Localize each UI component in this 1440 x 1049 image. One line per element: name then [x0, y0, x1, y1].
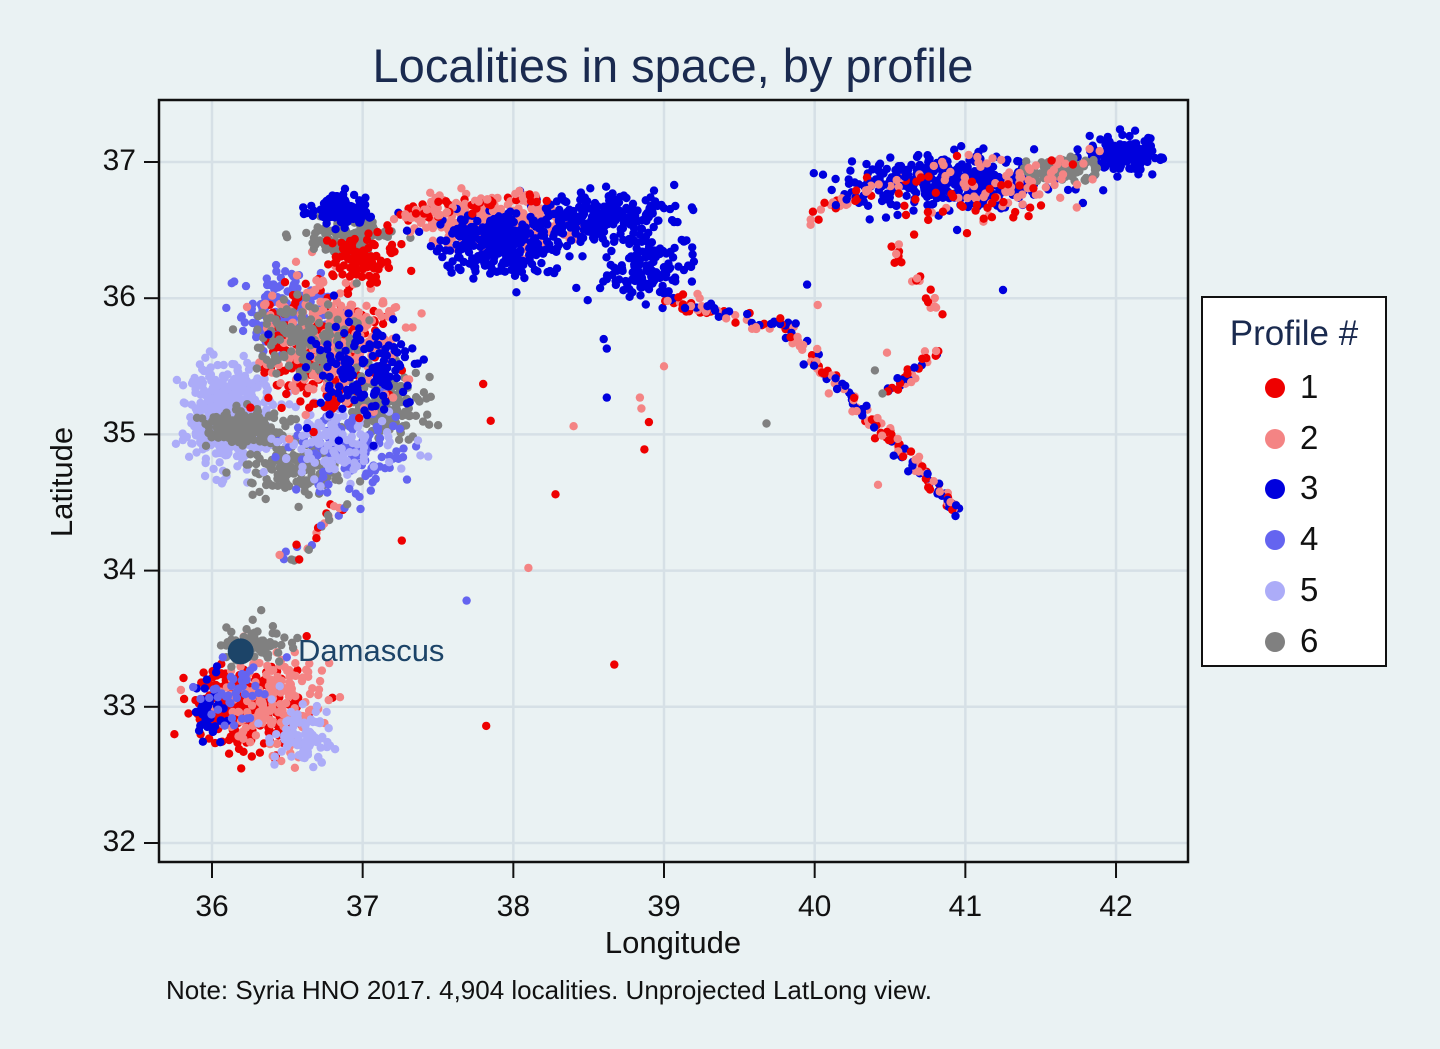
y-tick-label: 34: [102, 552, 136, 586]
legend-title: Profile #: [1229, 314, 1359, 353]
legend-dot-icon: [1265, 632, 1285, 652]
y-tick-label: 33: [102, 688, 136, 722]
legend: Profile # 1 2 3 4 5 6: [1201, 296, 1387, 667]
legend-dot-icon: [1265, 429, 1285, 449]
x-tick-label: 41: [948, 890, 983, 923]
x-axis-label: Longitude: [604, 925, 742, 960]
chart-note: Note: Syria HNO 2017. 4,904 localities. …: [166, 975, 932, 1005]
chart-title: Localities in space, by profile: [372, 39, 974, 92]
legend-dot-icon: [1265, 378, 1285, 398]
x-tick-label: 36: [195, 890, 229, 923]
legend-dot-icon: [1265, 581, 1285, 601]
legend-label: 2: [1300, 419, 1319, 456]
scatter-points: [170, 125, 1168, 773]
plot-frame: [157, 98, 1190, 864]
x-tick-label: 40: [797, 890, 832, 923]
y-tick-label: 35: [102, 416, 136, 450]
axis-ticks: [144, 161, 1118, 878]
legend-label: 1: [1300, 368, 1319, 405]
x-tick-label: 38: [496, 890, 531, 923]
x-tick-label: 42: [1099, 890, 1133, 923]
y-tick-label: 37: [102, 144, 136, 177]
legend-dot-icon: [1265, 530, 1285, 550]
x-tick-label: 37: [345, 890, 380, 923]
legend-label: 6: [1300, 622, 1319, 659]
legend-label: 5: [1300, 571, 1319, 608]
legend-label: 4: [1300, 520, 1319, 557]
y-tick-label: 32: [102, 825, 136, 858]
y-axis-label: Latitude: [44, 426, 79, 538]
legend-label: 3: [1300, 469, 1319, 506]
damascus-label: Damascus: [298, 633, 445, 668]
y-tick-label: 36: [102, 280, 136, 314]
legend-dot-icon: [1265, 479, 1285, 499]
damascus-marker: [227, 638, 254, 665]
x-tick-label: 39: [647, 890, 681, 923]
